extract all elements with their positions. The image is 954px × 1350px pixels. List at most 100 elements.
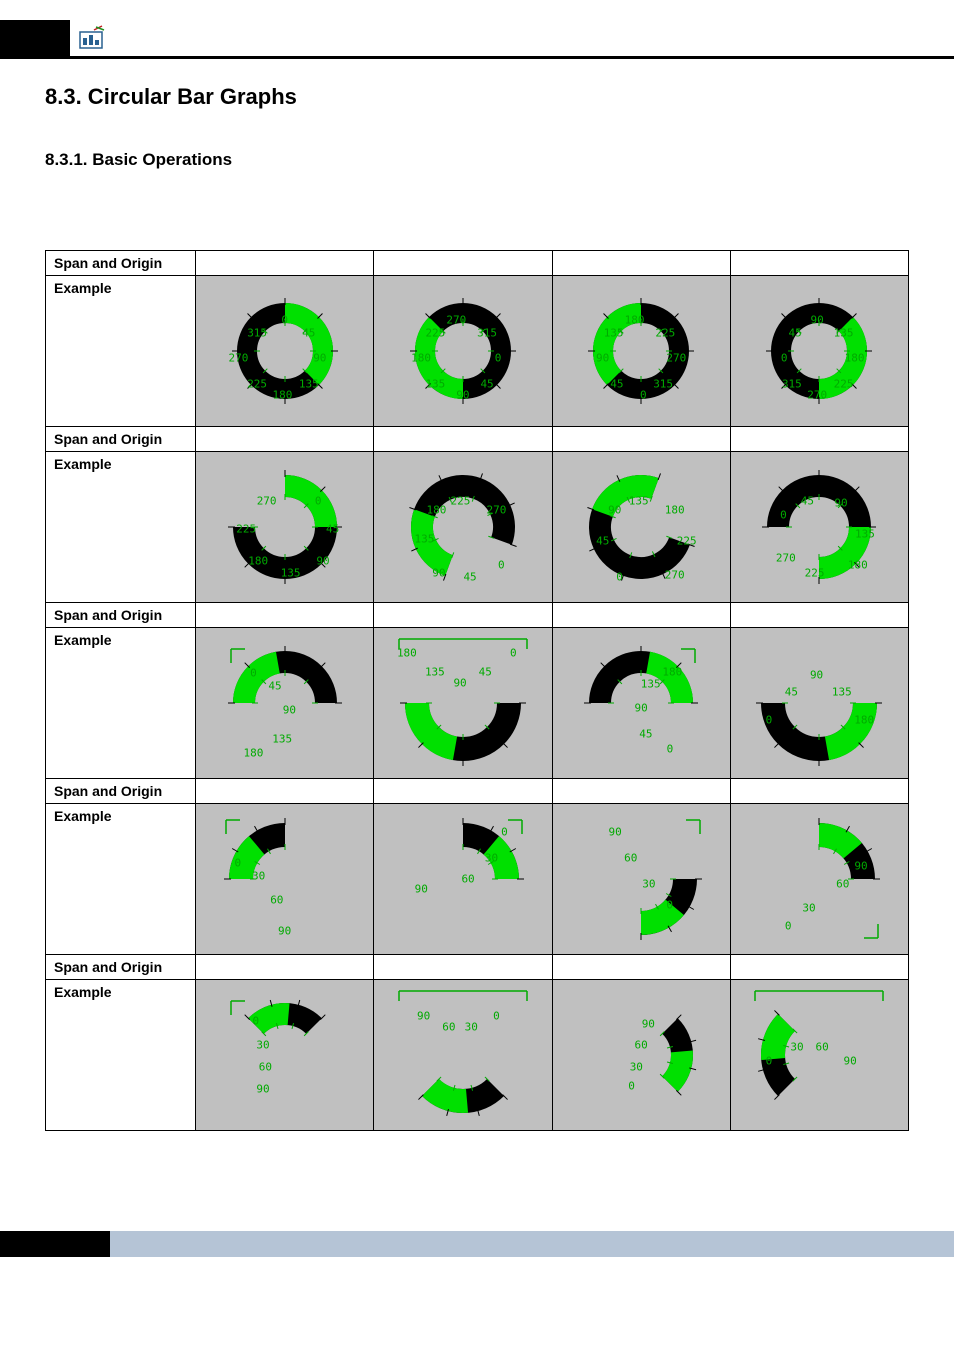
app-icon bbox=[78, 24, 106, 52]
tick-label: 90 bbox=[609, 826, 622, 839]
config-cell bbox=[552, 779, 730, 804]
header-block bbox=[0, 20, 70, 56]
tick-label: 0 bbox=[780, 509, 787, 522]
config-cell bbox=[374, 779, 552, 804]
tick-label: 0 bbox=[616, 571, 623, 584]
gauge-cell: 02704522590180135 bbox=[196, 452, 374, 603]
tick-label: 225 bbox=[834, 378, 854, 391]
tick-label: 90 bbox=[854, 860, 867, 873]
gauge-cell: 13518090225452700 bbox=[552, 452, 730, 603]
config-cell bbox=[730, 427, 908, 452]
config-cell bbox=[196, 955, 374, 980]
tick-label: 135 bbox=[299, 378, 319, 391]
tick-label: 270 bbox=[666, 351, 686, 364]
tick-label: 180 bbox=[854, 713, 874, 726]
gauge: 18022513527090315450 bbox=[553, 276, 730, 426]
gauge: 0306090 bbox=[196, 804, 373, 954]
tick-label: 45 bbox=[639, 728, 652, 741]
page-header bbox=[0, 20, 954, 59]
gauge: 18013590450 bbox=[553, 628, 730, 778]
tick-label: 270 bbox=[665, 569, 685, 582]
tick-label: 135 bbox=[272, 733, 292, 746]
gauge: 9060300 bbox=[553, 804, 730, 954]
tick-label: 270 bbox=[776, 552, 796, 565]
row-example-label: Example bbox=[46, 452, 196, 603]
gauge: 27031522501804513590 bbox=[374, 276, 551, 426]
tick-label: 180 bbox=[845, 351, 865, 364]
tick-label: 180 bbox=[411, 351, 431, 364]
tick-label: 45 bbox=[326, 523, 339, 536]
gauge-cell: 9060300 bbox=[552, 980, 730, 1131]
tick-label: 0 bbox=[493, 1009, 500, 1022]
config-cell bbox=[374, 955, 552, 980]
tick-label: 315 bbox=[653, 378, 673, 391]
tick-label: 90 bbox=[278, 925, 291, 938]
gauge: 90135451800225315270 bbox=[731, 276, 908, 426]
tick-label: 135 bbox=[629, 494, 649, 507]
tick-label: 0 bbox=[281, 314, 288, 327]
config-cell bbox=[730, 955, 908, 980]
tick-label: 90 bbox=[313, 351, 326, 364]
gauge-cell: 90451350180 bbox=[730, 628, 908, 779]
gauge-cell: 0306090 bbox=[730, 980, 908, 1131]
tick-label: 180 bbox=[397, 646, 417, 659]
gauge-cell: 22527018013509045 bbox=[374, 452, 552, 603]
tick-label: 90 bbox=[417, 1009, 430, 1022]
tick-label: 0 bbox=[785, 919, 792, 932]
tick-label: 60 bbox=[270, 893, 283, 906]
tick-label: 180 bbox=[272, 389, 292, 402]
tick-label: 270 bbox=[228, 351, 248, 364]
tick-label: 30 bbox=[642, 878, 655, 891]
tick-label: 225 bbox=[805, 566, 825, 579]
tick-label: 225 bbox=[236, 523, 256, 536]
tick-label: 90 bbox=[642, 1017, 655, 1030]
tick-label: 30 bbox=[802, 901, 815, 914]
gauge: 90451350180 bbox=[731, 628, 908, 778]
tick-label: 0 bbox=[666, 899, 673, 912]
tick-label: 90 bbox=[316, 554, 329, 567]
config-cell bbox=[730, 251, 908, 276]
tick-label: 0 bbox=[315, 494, 322, 507]
tick-label: 90 bbox=[283, 704, 296, 717]
row-example-label: Example bbox=[46, 980, 196, 1131]
gauge-cell: 18013590450 bbox=[552, 628, 730, 779]
gauge: 02704522590180135 bbox=[196, 452, 373, 602]
gauge-cell: 18001354590 bbox=[374, 628, 552, 779]
tick-label: 225 bbox=[655, 327, 675, 340]
tick-label: 180 bbox=[248, 554, 268, 567]
tick-label: 180 bbox=[625, 314, 645, 327]
tick-label: 0 bbox=[766, 713, 773, 726]
tick-label: 135 bbox=[834, 327, 854, 340]
gauge: 18001354590 bbox=[374, 628, 551, 778]
gauge: 45900135180270225 bbox=[731, 452, 908, 602]
page-footer bbox=[0, 1231, 954, 1257]
tick-label: 180 bbox=[662, 665, 682, 678]
tick-label: 60 bbox=[836, 878, 849, 891]
gauge: 9060300 bbox=[374, 980, 551, 1130]
tick-label: 45 bbox=[480, 378, 493, 391]
tick-label: 0 bbox=[640, 389, 647, 402]
tick-label: 135 bbox=[641, 677, 661, 690]
gauge: 22527018013509045 bbox=[374, 452, 551, 602]
tick-label: 0 bbox=[667, 742, 674, 755]
subsection-heading: 8.3.1. Basic Operations bbox=[45, 150, 909, 170]
tick-label: 45 bbox=[479, 666, 492, 679]
tick-label: 135 bbox=[281, 566, 301, 579]
tick-label: 180 bbox=[665, 504, 685, 517]
tick-label: 45 bbox=[463, 571, 476, 584]
gauge: 90 60 30 0 bbox=[731, 804, 908, 954]
gauge-cell: 27031522501804513590 bbox=[374, 276, 552, 427]
tick-label: 135 bbox=[604, 327, 624, 340]
row-example-label: Example bbox=[46, 276, 196, 427]
tick-label: 45 bbox=[302, 327, 315, 340]
tick-label: 225 bbox=[247, 378, 267, 391]
gauge: 0306090 bbox=[731, 980, 908, 1130]
tick-label: 0 bbox=[253, 1015, 260, 1028]
gauge-cell: 9060300 bbox=[552, 804, 730, 955]
tick-label: 30 bbox=[630, 1061, 643, 1074]
row-header-label: Span and Origin bbox=[46, 779, 196, 804]
tick-label: 30 bbox=[256, 1039, 269, 1052]
tick-label: 180 bbox=[427, 504, 447, 517]
gauge-examples-table: Span and Origin Example 0 45 315 90 270 135 225 1… bbox=[45, 250, 909, 1131]
tick-label: 90 bbox=[844, 1054, 857, 1067]
